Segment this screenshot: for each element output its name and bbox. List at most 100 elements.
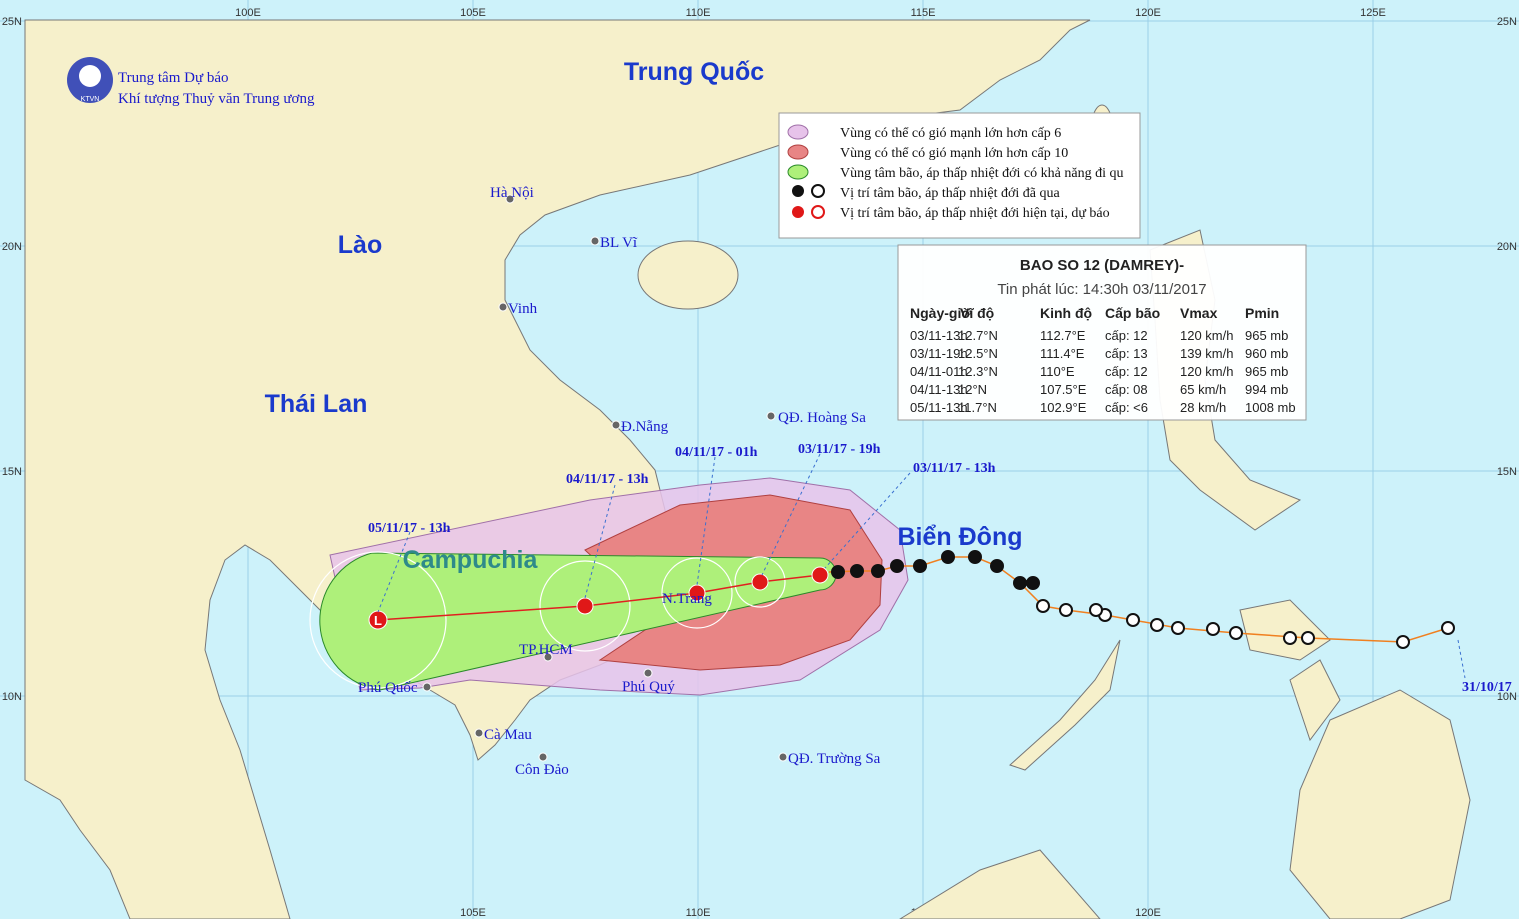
lat-label: 20N xyxy=(2,241,22,253)
label-leaders xyxy=(377,453,1466,679)
table-cell: 120 km/h xyxy=(1180,364,1233,379)
country: Trung Quốc xyxy=(624,58,764,86)
column-header: Pmin xyxy=(1245,305,1279,321)
lon-label: 115E xyxy=(911,7,936,19)
past-position xyxy=(1396,635,1410,649)
table-cell: 04/11-01h xyxy=(910,364,968,379)
column-header: Vĩ độ xyxy=(960,305,994,321)
country: Campuchia xyxy=(403,546,539,574)
past-positions xyxy=(831,550,1455,649)
lon-label: 125E xyxy=(1360,7,1386,19)
table-cell: 12.5°N xyxy=(958,346,998,361)
lat-label: 25N xyxy=(1497,16,1517,28)
bulletin-title: BAO SO 12 (DAMREY)- xyxy=(1020,257,1184,274)
country: Lào xyxy=(338,231,382,259)
table-cell: 12.7°N xyxy=(958,328,998,343)
storm-zones xyxy=(309,477,909,696)
legend-item: Vùng có thể có gió mạnh lớn hơn cấp 6 xyxy=(840,126,1061,141)
past-position xyxy=(990,559,1004,573)
past-position xyxy=(1229,626,1243,640)
column-header: Vmax xyxy=(1180,305,1218,321)
past-position xyxy=(1441,621,1455,635)
track-label: 03/11/17 - 13h xyxy=(913,461,996,476)
legend-item: Vị trí tâm bão, áp thấp nhiệt đới hiện t… xyxy=(840,206,1110,221)
table-cell: 05/11-13h xyxy=(910,400,968,415)
place: QĐ. Trường Sa xyxy=(788,751,881,767)
legend-item: Vùng tâm bão, áp thấp nhiệt đới có khả n… xyxy=(840,166,1123,181)
track-label: 03/11/17 - 19h xyxy=(798,442,881,457)
table-cell: 965 mb xyxy=(1245,364,1288,379)
legend-item: Vùng có thể có gió mạnh lớn hơn cấp 10 xyxy=(840,146,1068,161)
past-position xyxy=(1013,576,1027,590)
column-header: Cấp bão xyxy=(1105,305,1160,321)
table-cell: 03/11-19h xyxy=(910,346,968,361)
legend-item: Vị trí tâm bão, áp thấp nhiệt đới đã qua xyxy=(840,186,1060,201)
track-label: 04/11/17 - 13h xyxy=(566,472,649,487)
past-position xyxy=(1036,599,1050,613)
lon-label: 120E xyxy=(1135,7,1161,19)
lat-label: 10N xyxy=(2,691,22,703)
table-cell: cấp: <6 xyxy=(1105,400,1148,415)
table-cell: cấp: 13 xyxy=(1105,346,1148,361)
track-label: 05/11/17 - 13h xyxy=(368,521,451,536)
table-cell: 65 km/h xyxy=(1180,382,1226,397)
table-cell: 120 km/h xyxy=(1180,328,1233,343)
place: Đ.Nẵng xyxy=(621,419,669,435)
place: Vinh xyxy=(508,301,538,317)
place: Phú Quốc xyxy=(358,680,418,696)
logo: KTVN xyxy=(67,57,113,103)
past-position xyxy=(1171,621,1185,635)
table-cell: 04/11-13h xyxy=(910,382,968,397)
sea-name: Biển Đông xyxy=(898,523,1023,551)
table-cell: 11.7°N xyxy=(958,400,997,415)
lon-label: 110E xyxy=(686,907,711,919)
org-name: Trung tâm Dự báo xyxy=(118,70,229,86)
low-marker: L xyxy=(374,613,382,628)
lat-label: 25N xyxy=(2,16,22,28)
past-position xyxy=(941,550,955,564)
legend: Vùng có thể có gió mạnh lớn hơn cấp 6 Vù… xyxy=(778,112,1141,239)
past-position xyxy=(1026,576,1040,590)
places: Hà Nội BL Vĩ Vinh Đ.Nẵng QĐ. Hoàng Sa N.… xyxy=(358,185,881,778)
past-position xyxy=(1206,622,1220,636)
table-cell: 110°E xyxy=(1040,364,1075,379)
track-label: 04/11/17 - 01h xyxy=(675,445,758,460)
past-position xyxy=(913,559,927,573)
past-position xyxy=(1301,631,1315,645)
lat-label: 20N xyxy=(1497,241,1517,253)
lon-label: 100E xyxy=(235,7,261,19)
table-cell: cấp: 12 xyxy=(1105,328,1148,343)
place: Phú Quý xyxy=(622,679,675,695)
table-cell: 102.9°E xyxy=(1040,400,1087,415)
place: QĐ. Hoàng Sa xyxy=(778,410,866,426)
table-cell: 1008 mb xyxy=(1245,400,1296,415)
table-cell: 139 km/h xyxy=(1180,346,1233,361)
lon-label: 105E xyxy=(460,7,486,19)
lat-label: 15N xyxy=(2,466,22,478)
track-label: 31/10/17 xyxy=(1462,680,1512,695)
table-cell: 107.5°E xyxy=(1040,382,1087,397)
past-position xyxy=(871,564,885,578)
place: Côn Đảo xyxy=(515,762,569,778)
past-position xyxy=(1089,603,1103,617)
table-cell: 28 km/h xyxy=(1180,400,1226,415)
past-position xyxy=(1126,613,1140,627)
past-position xyxy=(831,565,845,579)
place: N.Trang xyxy=(662,591,712,607)
past-position xyxy=(890,559,904,573)
table-cell: 12°N xyxy=(958,382,987,397)
table-cell: 111.4°E xyxy=(1040,346,1085,361)
lon-label: 120E xyxy=(1135,907,1161,919)
logo-text: KTVN xyxy=(81,96,100,103)
place: Hà Nội xyxy=(490,185,534,201)
column-header: Kinh độ xyxy=(1040,305,1092,321)
past-position xyxy=(1059,603,1073,617)
table-cell: cấp: 08 xyxy=(1105,382,1148,397)
table-cell: 03/11-13h xyxy=(910,328,968,343)
lon-label: 105E xyxy=(460,907,486,919)
table-cell: cấp: 12 xyxy=(1105,364,1148,379)
org-name: Khí tượng Thuỷ văn Trung ương xyxy=(118,91,315,107)
past-position xyxy=(1283,631,1297,645)
bulletin: BAO SO 12 (DAMREY)- Tin phát lúc: 14:30h… xyxy=(897,244,1307,421)
